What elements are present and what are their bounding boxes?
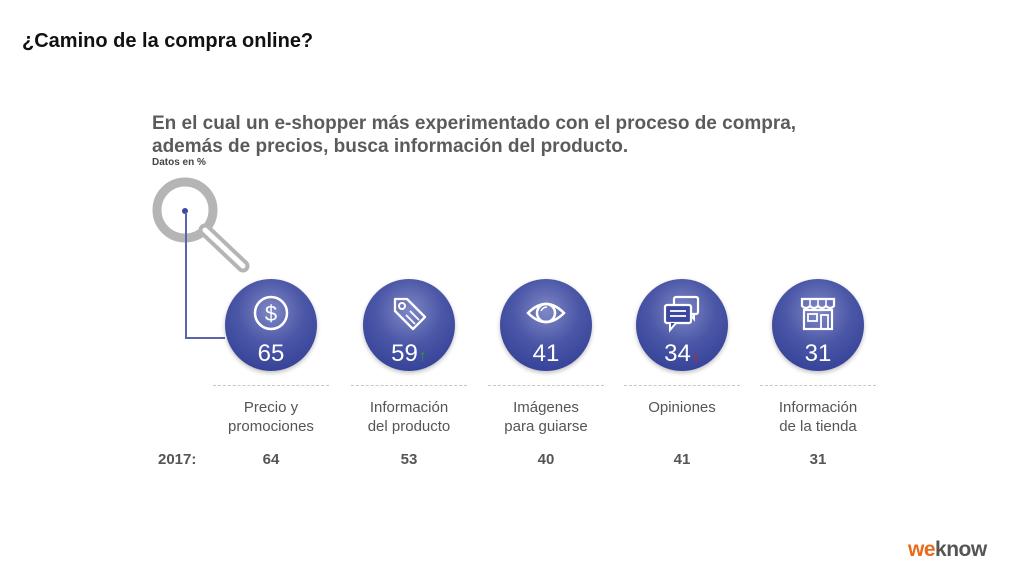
prev-year-value: 41 bbox=[673, 451, 691, 468]
current-value-number: 41 bbox=[532, 340, 560, 367]
prev-year-value: 64 bbox=[262, 451, 280, 468]
slide-title: ¿Camino de la compra online? bbox=[22, 30, 314, 52]
prev-year-label: 2017: bbox=[158, 451, 197, 468]
category-label: Opiniones bbox=[648, 399, 716, 416]
magnifier-icon bbox=[152, 177, 250, 273]
prev-year-value: 53 bbox=[400, 451, 418, 468]
value-circle: 31 bbox=[772, 279, 864, 371]
connector-line bbox=[185, 212, 187, 339]
dashed-divider bbox=[351, 385, 467, 386]
current-value: 59↑ bbox=[363, 340, 455, 368]
current-value: 65 bbox=[225, 340, 317, 368]
current-value: 34↓ bbox=[636, 340, 728, 368]
svg-text:$: $ bbox=[265, 301, 277, 326]
dashed-divider bbox=[760, 385, 876, 386]
headline-line-1: En el cual un e-shopper más experimentad… bbox=[152, 113, 797, 134]
chat-bubbles-icon bbox=[663, 295, 700, 333]
current-value-number: 59 bbox=[391, 340, 418, 367]
logo-text: know bbox=[935, 538, 987, 561]
category-label: Imágenes para guiarse bbox=[504, 399, 588, 435]
current-value-number: 34 bbox=[664, 340, 691, 367]
current-value: 41 bbox=[500, 340, 592, 368]
category-label: Información del producto bbox=[367, 399, 451, 435]
down-arrow-icon: ↓ bbox=[691, 348, 700, 365]
prev-year-value: 40 bbox=[537, 451, 555, 468]
headline-line-2: además de precios, busca información del… bbox=[152, 136, 629, 157]
prev-year-value: 31 bbox=[809, 451, 827, 468]
value-circle: 59↑ bbox=[363, 279, 455, 371]
value-circle: 34↓ bbox=[636, 279, 728, 371]
current-value-number: 65 bbox=[257, 340, 285, 367]
weknow-logo: weknow bbox=[908, 538, 987, 562]
dashed-divider bbox=[624, 385, 740, 386]
connector-line bbox=[185, 337, 225, 339]
dashed-divider bbox=[213, 385, 329, 386]
store-icon bbox=[800, 297, 836, 331]
logo-accent: we bbox=[908, 538, 936, 561]
price-tag-icon bbox=[393, 297, 427, 331]
value-circle: $65 bbox=[225, 279, 317, 371]
current-value: 31 bbox=[772, 340, 864, 368]
units-note: Datos en % bbox=[152, 157, 206, 168]
eye-icon bbox=[526, 302, 566, 324]
value-circle: 41 bbox=[500, 279, 592, 371]
dollar-icon: $ bbox=[253, 295, 289, 331]
category-label: Información de la tienda bbox=[778, 399, 858, 435]
up-arrow-icon: ↑ bbox=[418, 348, 427, 365]
chart-headline: En el cual un e-shopper más experimentad… bbox=[152, 112, 796, 158]
current-value-number: 31 bbox=[804, 340, 832, 367]
category-label: Precio y promociones bbox=[228, 399, 314, 435]
dashed-divider bbox=[488, 385, 604, 386]
